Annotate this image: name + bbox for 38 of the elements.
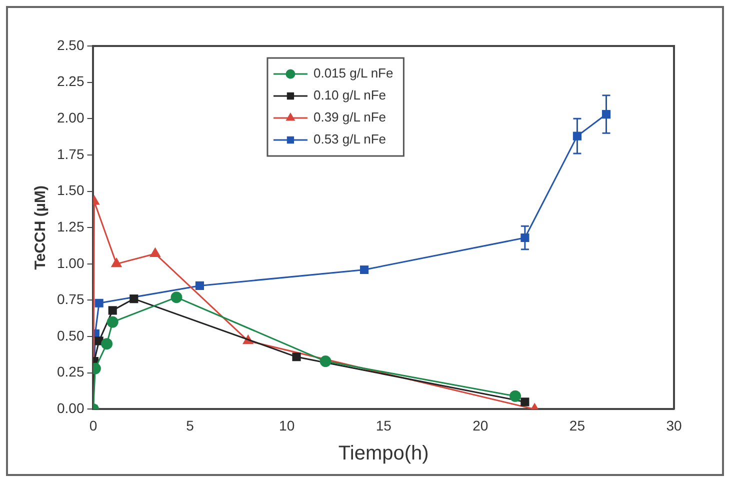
point <box>292 352 301 362</box>
point <box>360 265 369 274</box>
x-tick-label: 0 <box>89 417 98 434</box>
y-tick-label: 2.00 <box>57 110 84 126</box>
x-tick-label: 30 <box>666 417 682 434</box>
y-tick-label: 0.00 <box>57 400 84 416</box>
point <box>170 292 182 304</box>
point <box>94 298 104 308</box>
y-axis-title: TeCCH (µM) <box>32 186 50 270</box>
legend-label: 0.53 g/L nFe <box>313 132 386 147</box>
x-tick-label: 10 <box>279 417 295 434</box>
y-tick-label: 1.25 <box>57 218 84 234</box>
x-axis-title: Tiempo(h) <box>338 442 429 465</box>
point <box>106 316 118 328</box>
point <box>108 306 117 315</box>
legend-label: 0.015 g/L nFe <box>313 66 394 81</box>
y-tick-label: 0.50 <box>57 327 84 344</box>
point <box>130 294 138 304</box>
point <box>195 281 204 290</box>
y-tick-label: 1.50 <box>57 182 84 198</box>
point <box>320 356 332 368</box>
y-tick-label: 0.75 <box>57 291 84 308</box>
y-tick-label: 0.25 <box>57 364 84 380</box>
x-tick-label: 15 <box>376 417 392 434</box>
point <box>520 398 530 406</box>
legend-label: 0.10 g/L nFe <box>313 88 386 103</box>
x-tick-label: 20 <box>472 417 488 434</box>
point <box>510 390 522 402</box>
y-tick-label: 1.00 <box>57 254 84 271</box>
point <box>111 258 122 268</box>
y-tick-label: 2.50 <box>57 36 84 53</box>
x-tick-label: 5 <box>186 417 194 434</box>
y-tick-label: 1.75 <box>57 146 84 162</box>
x-tick-label: 25 <box>569 417 586 434</box>
point <box>150 248 160 257</box>
y-tick-label: 2.25 <box>57 73 84 90</box>
legend-label: 0.39 g/L nFe <box>313 110 386 125</box>
point <box>101 338 113 350</box>
